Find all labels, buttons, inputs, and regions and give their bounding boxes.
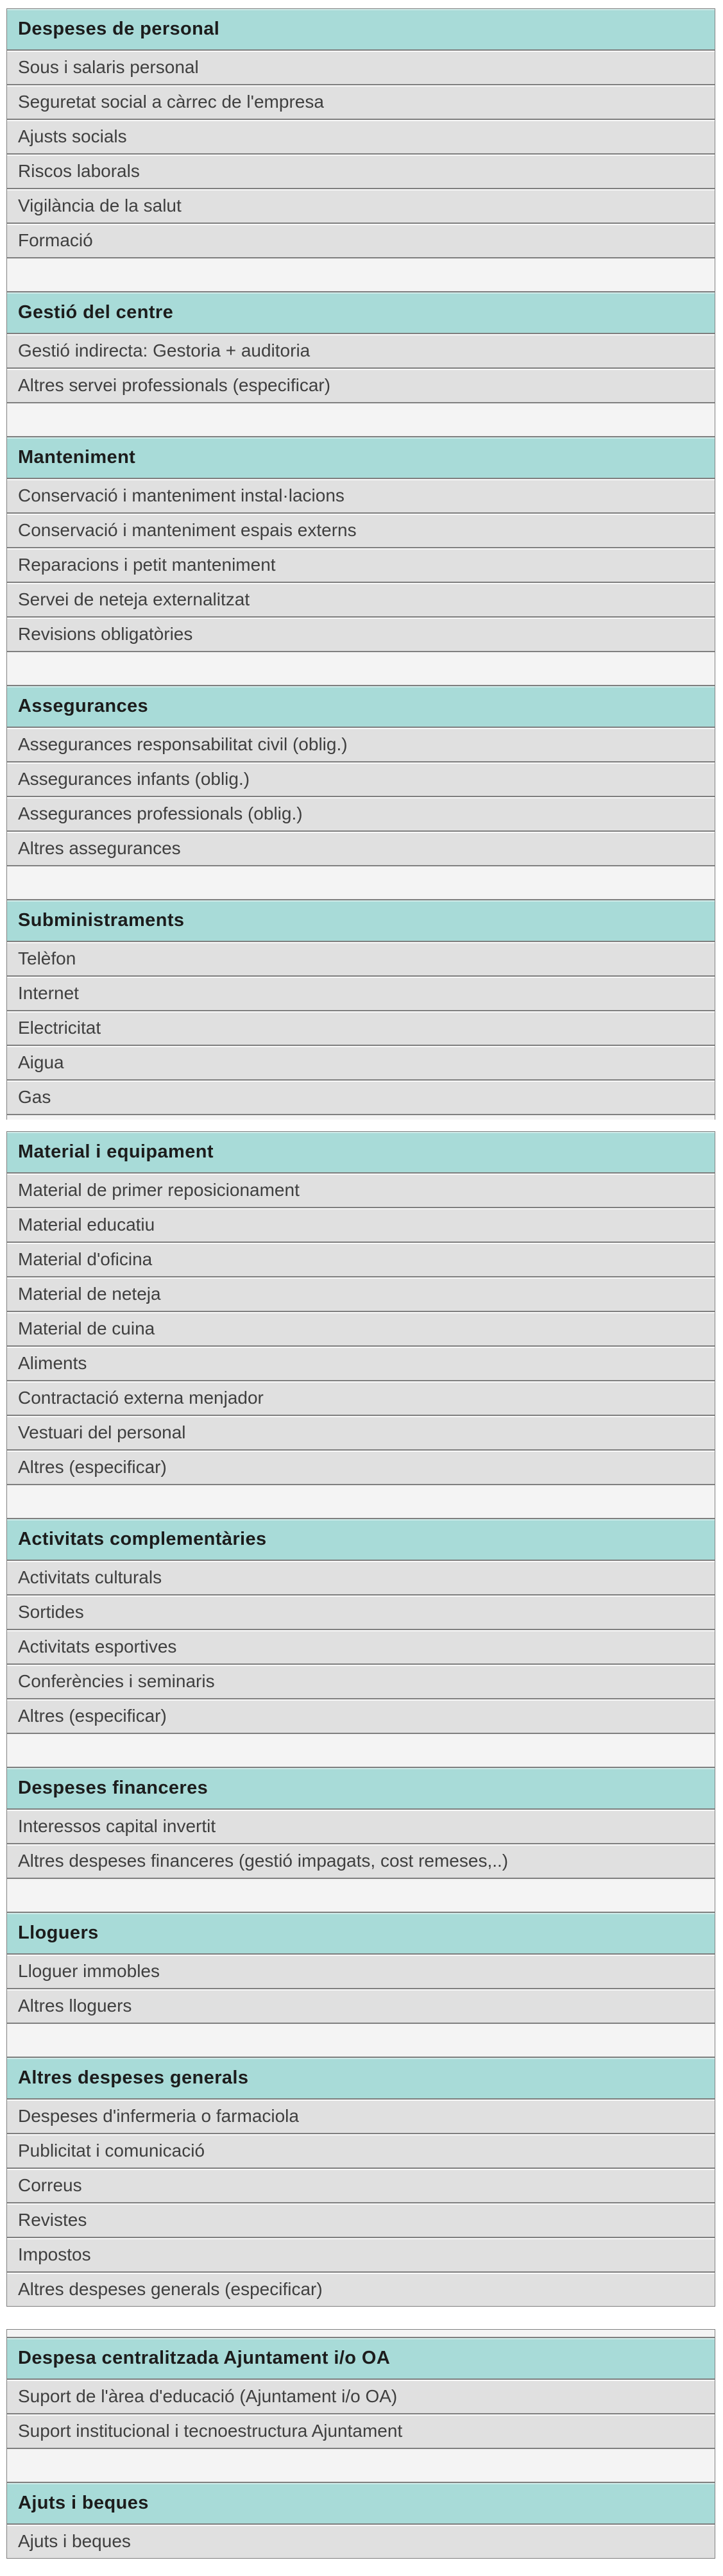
expense-category-list: Despeses de personal Sous i salaris perso… [0, 8, 723, 2559]
category-row-cell[interactable]: Material de cuina [6, 1311, 715, 1346]
section-spacer-cell [6, 258, 715, 292]
category-row-cell[interactable]: Aliments [6, 1346, 715, 1381]
section-spacer-cell [6, 1485, 715, 1519]
partial-spacer-cell [6, 2329, 715, 2337]
section-spacer-cell [6, 403, 715, 437]
section-header-cell[interactable]: Manteniment [6, 437, 715, 478]
category-row-cell[interactable]: Conservació i manteniment instal·lacions [6, 478, 715, 513]
category-row-cell[interactable]: Material educatiu [6, 1208, 715, 1242]
section-spacer-cell [6, 1733, 715, 1767]
section-spacer-cell [6, 866, 715, 900]
category-row-cell[interactable]: Altres (especificar) [6, 1699, 715, 1733]
category-row-cell[interactable]: Sortides [6, 1595, 715, 1629]
category-row-cell[interactable]: Suport institucional i tecnoestructura A… [6, 2414, 715, 2448]
category-row-cell[interactable]: Altres assegurances [6, 831, 715, 866]
category-row-cell[interactable]: Activitats culturals [6, 1560, 715, 1595]
category-row-cell[interactable]: Material de primer reposicionament [6, 1173, 715, 1208]
category-row-cell[interactable]: Activitats esportives [6, 1629, 715, 1664]
category-row-cell[interactable]: Formació [6, 223, 715, 258]
category-row-cell[interactable]: Conferències i seminaris [6, 1664, 715, 1699]
category-row-cell[interactable]: Altres despeses financeres (gestió impag… [6, 1844, 715, 1878]
category-row-cell[interactable]: Interessos capital invertit [6, 1809, 715, 1844]
category-row-cell[interactable]: Impostos [6, 2237, 715, 2272]
table-block: Despeses de personal Sous i salaris perso… [6, 8, 715, 1120]
category-row-cell[interactable]: Revistes [6, 2203, 715, 2237]
category-row-cell[interactable]: Contractació externa menjador [6, 1381, 715, 1415]
section-header-cell[interactable]: Assegurances [6, 686, 715, 727]
category-row-cell[interactable]: Gas [6, 1080, 715, 1115]
category-row-cell[interactable]: Material d'oficina [6, 1242, 715, 1277]
section-header-cell[interactable]: Despeses de personal [6, 8, 715, 50]
section-spacer-cell [6, 1878, 715, 1912]
category-row-cell[interactable]: Altres despeses generals (especificar) [6, 2272, 715, 2307]
section-spacer-cell [6, 2023, 715, 2057]
partial-spacer-cell [6, 1115, 715, 1120]
category-row-cell[interactable]: Suport de l'àrea d'educació (Ajuntament … [6, 2379, 715, 2414]
section-spacer-cell [6, 652, 715, 686]
table-block: Despesa centralitzada Ajuntament i/o OA S… [6, 2329, 715, 2559]
section-header-cell[interactable]: Despeses financeres [6, 1767, 715, 1809]
category-row-cell[interactable]: Assegurances professionals (oblig.) [6, 796, 715, 831]
category-row-cell[interactable]: Correus [6, 2168, 715, 2203]
section-header-cell[interactable]: Material i equipament [6, 1131, 715, 1173]
table-block: Material i equipament Material de primer … [6, 1131, 715, 2307]
category-row-cell[interactable]: Ajusts socials [6, 119, 715, 154]
section-header-cell[interactable]: Despesa centralitzada Ajuntament i/o OA [6, 2337, 715, 2379]
category-row-cell[interactable]: Reparacions i petit manteniment [6, 548, 715, 582]
category-row-cell[interactable]: Publicitat i comunicació [6, 2134, 715, 2168]
category-row-cell[interactable]: Servei de neteja externalitzat [6, 582, 715, 617]
category-row-cell[interactable]: Assegurances infants (oblig.) [6, 762, 715, 796]
category-row-cell[interactable]: Despeses d'infermeria o farmaciola [6, 2099, 715, 2134]
category-row-cell[interactable]: Vigilància de la salut [6, 189, 715, 223]
section-header-cell[interactable]: Subministraments [6, 900, 715, 941]
section-header-cell[interactable]: Altres despeses generals [6, 2057, 715, 2099]
category-row-cell[interactable]: Ajuts i beques [6, 2524, 715, 2559]
category-row-cell[interactable]: Altres lloguers [6, 1989, 715, 2023]
category-row-cell[interactable]: Electricitat [6, 1011, 715, 1045]
category-row-cell[interactable]: Gestió indirecta: Gestoria + auditoria [6, 333, 715, 368]
category-row-cell[interactable]: Assegurances responsabilitat civil (obli… [6, 727, 715, 762]
category-row-cell[interactable]: Material de neteja [6, 1277, 715, 1311]
category-row-cell[interactable]: Internet [6, 976, 715, 1011]
section-header-cell[interactable]: Ajuts i beques [6, 2482, 715, 2524]
section-spacer-cell [6, 2448, 715, 2482]
category-row-cell[interactable]: Aigua [6, 1045, 715, 1080]
category-row-cell[interactable]: Conservació i manteniment espais externs [6, 513, 715, 548]
category-row-cell[interactable]: Vestuari del personal [6, 1415, 715, 1450]
category-row-cell[interactable]: Riscos laborals [6, 154, 715, 189]
category-row-cell[interactable]: Seguretat social a càrrec de l'empresa [6, 85, 715, 119]
category-row-cell[interactable]: Altres (especificar) [6, 1450, 715, 1485]
section-header-cell[interactable]: Lloguers [6, 1912, 715, 1954]
section-header-cell[interactable]: Activitats complementàries [6, 1519, 715, 1560]
category-row-cell[interactable]: Sous i salaris personal [6, 50, 715, 85]
category-row-cell[interactable]: Lloguer immobles [6, 1954, 715, 1989]
category-row-cell[interactable]: Altres servei professionals (especificar… [6, 368, 715, 403]
section-header-cell[interactable]: Gestió del centre [6, 292, 715, 333]
category-row-cell[interactable]: Telèfon [6, 941, 715, 976]
category-row-cell[interactable]: Revisions obligatòries [6, 617, 715, 652]
